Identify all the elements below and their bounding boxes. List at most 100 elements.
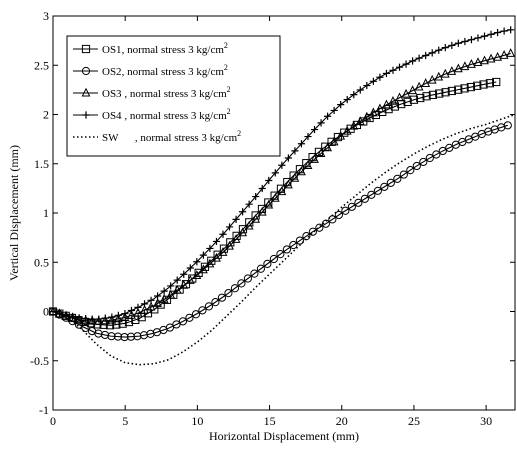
circle-marker bbox=[139, 331, 149, 340]
plus-marker bbox=[271, 169, 279, 177]
triangle-marker bbox=[310, 154, 319, 163]
legend-item-os1: OS1, normal stress 3 kg/cm2 bbox=[73, 41, 228, 56]
y-tick-label: 1.5 bbox=[34, 157, 49, 171]
triangle-marker bbox=[172, 284, 182, 294]
legend-label: OS4 , normal stress 3 kg/cm2 bbox=[102, 107, 231, 122]
series-line bbox=[52, 52, 511, 322]
triangle-marker bbox=[107, 314, 117, 324]
plus-marker bbox=[454, 39, 462, 47]
plus-marker bbox=[343, 95, 351, 104]
square-marker bbox=[485, 79, 494, 88]
circle-marker bbox=[165, 323, 175, 332]
circle-marker bbox=[419, 157, 428, 167]
y-tick-label: 3 bbox=[43, 9, 49, 23]
series-os4 bbox=[49, 26, 515, 323]
triangle-marker bbox=[434, 71, 444, 81]
square-marker bbox=[403, 97, 412, 106]
circle-marker bbox=[211, 298, 220, 307]
triangle-marker bbox=[94, 315, 104, 325]
circle-marker bbox=[178, 317, 188, 326]
triangle-marker bbox=[506, 48, 516, 57]
x-tick-label: 25 bbox=[408, 414, 420, 428]
plus-marker bbox=[467, 36, 476, 44]
circle-marker bbox=[334, 210, 343, 220]
circle-marker bbox=[406, 166, 415, 175]
plus-marker bbox=[140, 300, 149, 308]
legend-item-os4: OS4 , normal stress 3 kg/cm2 bbox=[73, 107, 231, 122]
plus-marker bbox=[330, 106, 338, 115]
legend-series-suffix: , normal stress 3 kg/cm bbox=[122, 88, 228, 100]
triangle-marker bbox=[87, 315, 97, 325]
circle-marker bbox=[412, 161, 421, 171]
square-marker bbox=[466, 82, 476, 92]
square-marker bbox=[479, 80, 488, 89]
plus-marker bbox=[108, 313, 116, 321]
square-marker bbox=[492, 77, 501, 87]
plus-marker bbox=[324, 112, 332, 120]
plus-marker bbox=[212, 237, 221, 246]
circle-marker bbox=[133, 332, 142, 341]
plus-marker bbox=[69, 312, 77, 321]
square-marker bbox=[390, 102, 400, 111]
plus-marker bbox=[474, 34, 482, 42]
triangle-marker bbox=[342, 125, 352, 135]
square-marker bbox=[409, 95, 419, 104]
x-tick-label: 15 bbox=[264, 414, 276, 428]
circle-marker bbox=[367, 190, 376, 199]
y-tick-label: 2.5 bbox=[34, 58, 49, 72]
plus-marker bbox=[173, 276, 181, 284]
triangle-marker bbox=[336, 130, 346, 140]
plus-marker bbox=[121, 309, 129, 318]
plus-marker bbox=[284, 154, 292, 162]
circle-marker bbox=[120, 332, 129, 342]
circle-marker bbox=[438, 146, 447, 156]
triangle-marker bbox=[133, 307, 143, 317]
circle-marker bbox=[393, 174, 402, 183]
triangle-marker bbox=[447, 66, 457, 75]
triangle-marker bbox=[349, 120, 359, 130]
triangle-marker bbox=[146, 301, 156, 311]
triangle-marker bbox=[218, 247, 228, 256]
plus-marker bbox=[402, 60, 410, 68]
square-marker bbox=[447, 86, 457, 96]
circle-marker bbox=[172, 320, 181, 329]
plus-marker bbox=[382, 69, 391, 78]
plus-marker bbox=[507, 26, 515, 34]
triangle-marker bbox=[486, 53, 496, 63]
triangle-marker bbox=[362, 111, 372, 121]
triangle-marker bbox=[277, 186, 287, 196]
circle-marker bbox=[425, 153, 434, 163]
square-marker bbox=[105, 321, 115, 330]
circle-marker bbox=[224, 289, 233, 298]
triangle-marker bbox=[375, 103, 385, 113]
plus-marker bbox=[480, 32, 489, 40]
legend-item-os3: OS3 , normal stress 3 kg/cm2 bbox=[73, 85, 231, 100]
triangle-marker bbox=[480, 55, 489, 65]
y-tick-label: 0.5 bbox=[34, 255, 49, 269]
circle-marker bbox=[81, 323, 90, 333]
circle-marker bbox=[341, 206, 350, 215]
circle-marker bbox=[243, 274, 253, 283]
series-line bbox=[52, 81, 497, 326]
circle-marker bbox=[347, 202, 356, 211]
plus-marker bbox=[310, 125, 319, 134]
legend-superscript: 2 bbox=[237, 129, 241, 138]
plus-marker bbox=[232, 215, 240, 223]
legend-label: OS2, normal stress 3 kg/cm2 bbox=[102, 63, 228, 78]
plus-marker bbox=[500, 27, 508, 35]
plus-marker bbox=[101, 314, 109, 322]
legend-superscript: 2 bbox=[224, 41, 228, 50]
plus-marker bbox=[376, 73, 384, 81]
circle-marker bbox=[217, 293, 227, 302]
triangle-marker bbox=[192, 270, 202, 279]
triangle-marker bbox=[166, 289, 176, 299]
triangle-marker bbox=[427, 74, 437, 84]
plus-marker bbox=[258, 184, 266, 193]
square-marker bbox=[454, 85, 463, 94]
plus-marker bbox=[206, 244, 214, 253]
square-marker bbox=[428, 90, 438, 99]
triangle-marker bbox=[323, 142, 333, 152]
triangle-marker bbox=[238, 227, 248, 237]
circle-marker bbox=[107, 332, 116, 341]
